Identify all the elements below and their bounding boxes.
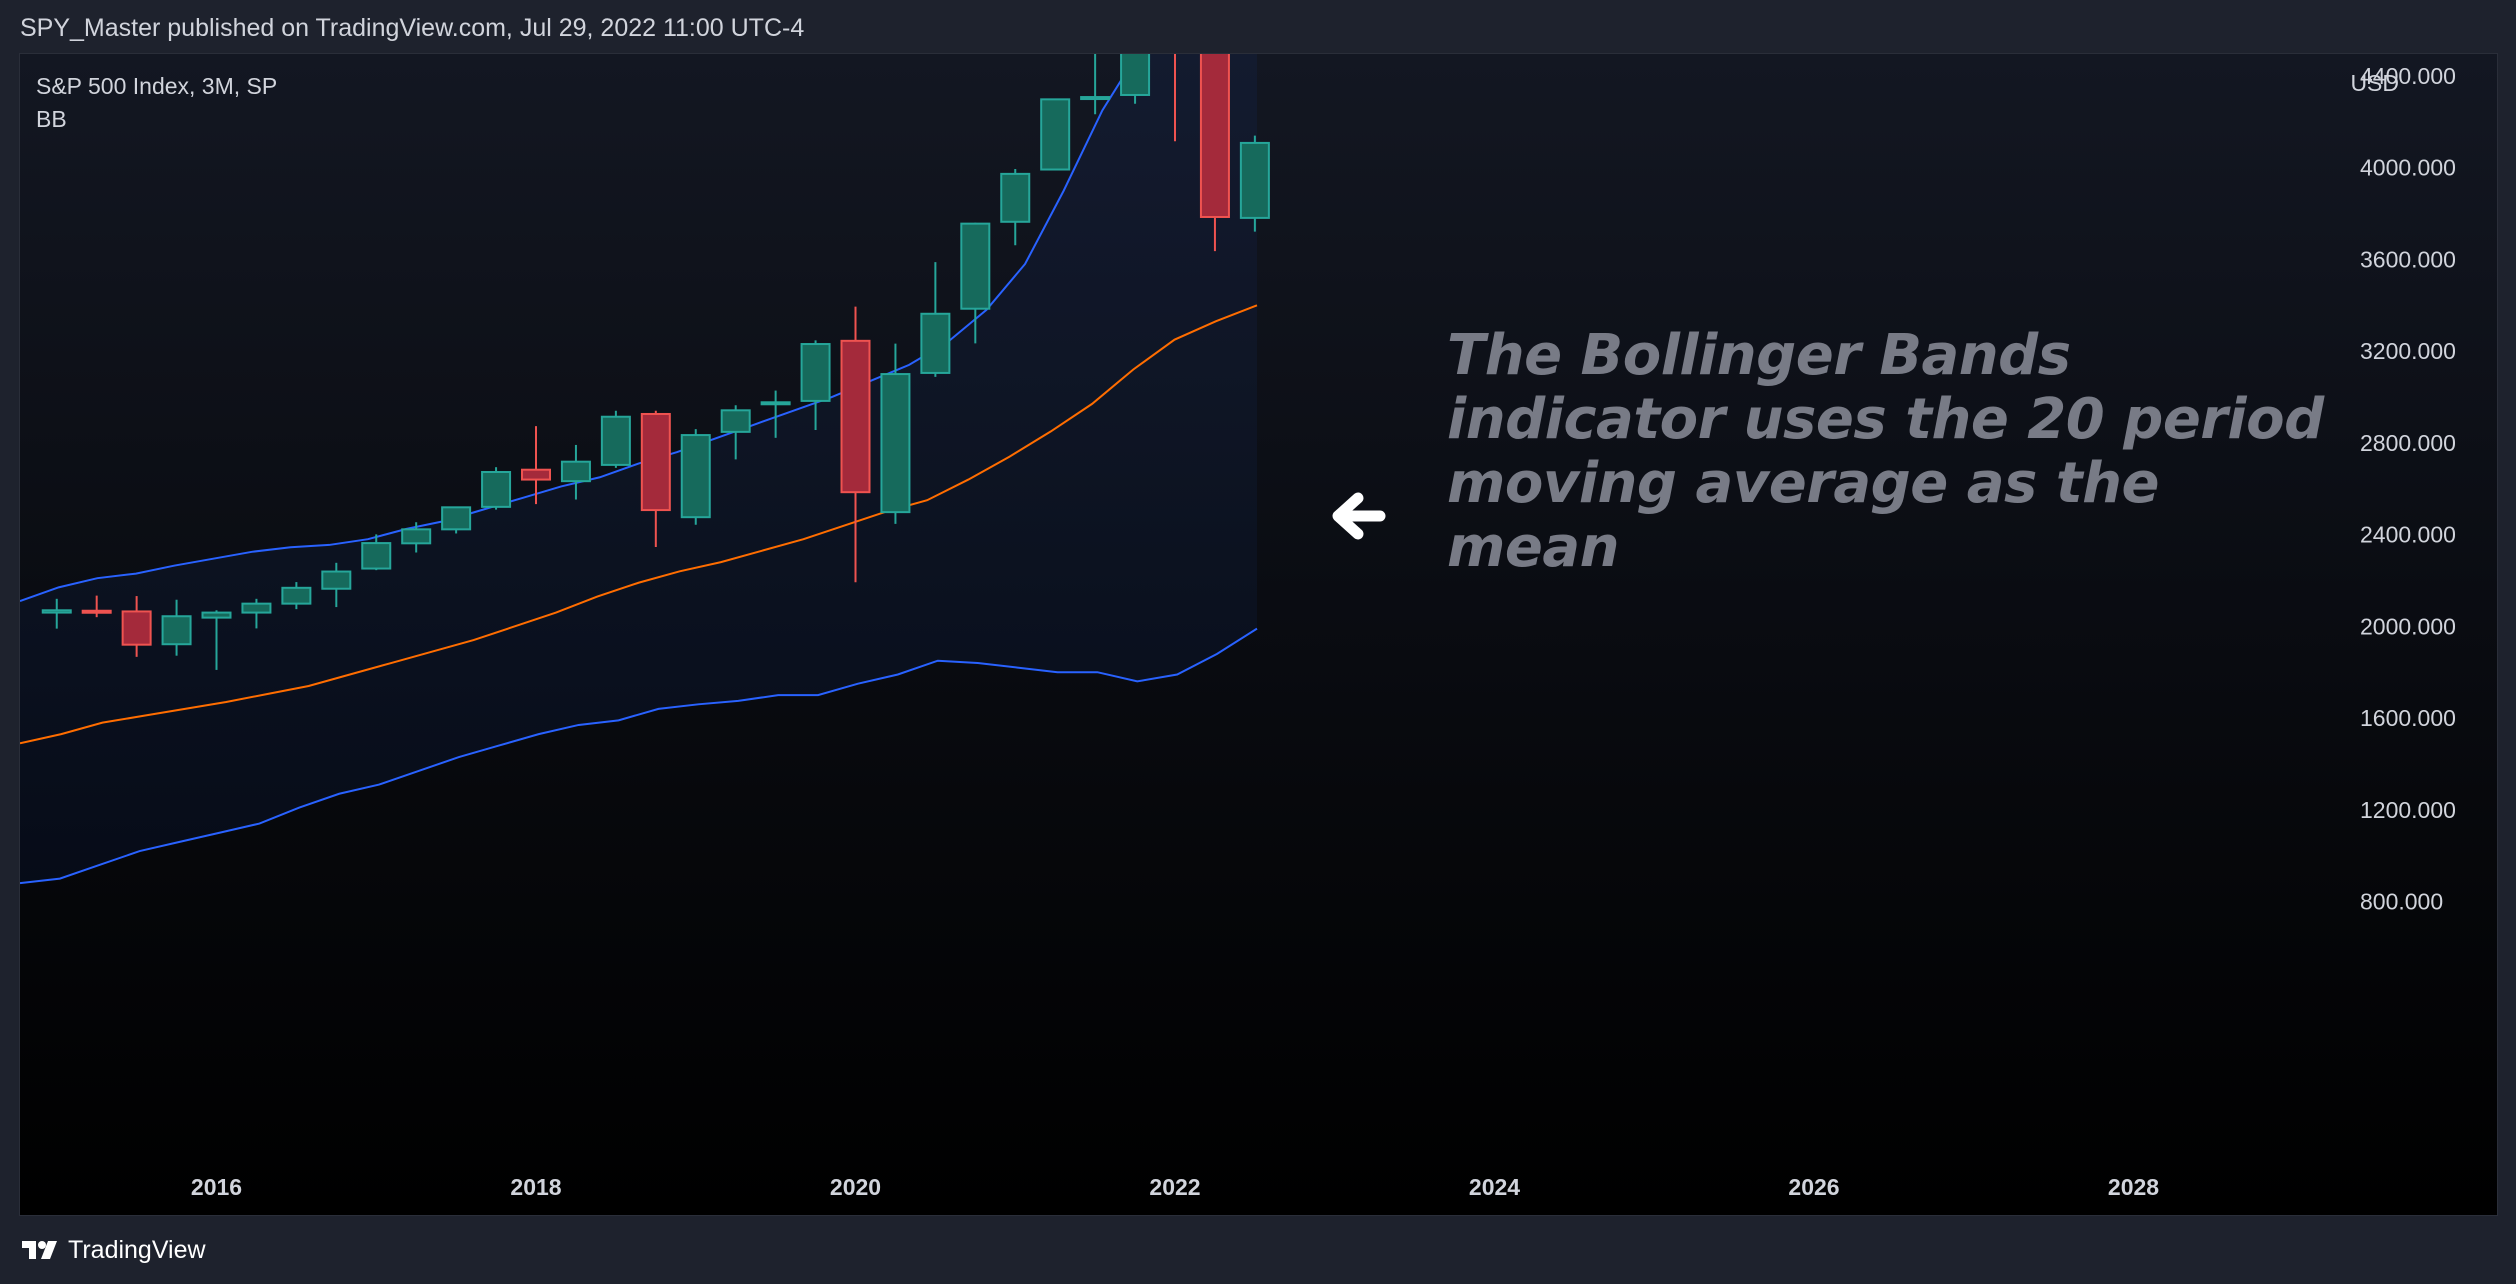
candle (161, 599, 192, 656)
candle (1120, 54, 1151, 104)
footer: TradingView (20, 1232, 206, 1268)
candle (81, 595, 112, 618)
bb-basis-line (20, 304, 1258, 745)
candle (1199, 54, 1230, 252)
chart-background (20, 54, 2497, 1215)
y-tick-label: 3200.000 (2360, 338, 2456, 364)
candle (521, 426, 551, 505)
x-tick-label: 2016 (191, 1174, 242, 1200)
tradingview-logo-icon (22, 1241, 57, 1259)
y-tick-label: 4400.000 (2360, 63, 2456, 89)
candle (640, 410, 671, 547)
candle (720, 405, 751, 460)
candle (1239, 135, 1270, 232)
candle (441, 506, 472, 534)
bollinger-bands (20, 54, 1258, 885)
chart-pane[interactable]: 800.000 1200.000 1600.000 2000.000 2400.000 2… (19, 53, 2498, 1216)
candle (560, 444, 591, 500)
candle (960, 222, 991, 344)
y-tick-label: 1600.000 (2360, 705, 2456, 731)
annotation-text: The Bollinger Bands indicator uses the 2… (1447, 323, 2324, 580)
candle (201, 610, 232, 670)
price-axis[interactable]: 800.000 1200.000 1600.000 2000.000 2400.000 2… (2360, 54, 2456, 915)
currency-label: USD (2350, 70, 2399, 96)
candle (600, 410, 631, 468)
candle (361, 534, 392, 571)
candles (41, 54, 1270, 670)
candle (41, 598, 72, 629)
y-tick-label: 2000.000 (2360, 613, 2456, 639)
x-tick-label: 2028 (2108, 1174, 2159, 1200)
candle (1040, 98, 1071, 171)
candle (1000, 169, 1031, 246)
x-tick-label: 2024 (1469, 1174, 1520, 1200)
time-axis[interactable]: 2016 2018 2020 2022 2024 2026 2028 (191, 1174, 2159, 1200)
candle (281, 582, 312, 610)
candle (760, 390, 791, 438)
candle (241, 598, 272, 629)
candle (840, 306, 871, 583)
candle (1174, 54, 1176, 142)
x-tick-label: 2026 (1788, 1174, 1839, 1200)
y-tick-label: 2800.000 (2360, 430, 2456, 456)
chart-legend: S&P 500 Index, 3M, SP BB (36, 70, 277, 136)
publication-header: SPY_Master published on TradingView.com,… (20, 14, 805, 42)
y-tick-label: 3600.000 (2360, 246, 2456, 272)
candle (401, 522, 432, 553)
candle (920, 262, 951, 377)
footer-brand[interactable]: TradingView (68, 1235, 206, 1264)
bb-upper-line (20, 54, 1139, 603)
candle (321, 562, 352, 608)
band-fill (20, 54, 1257, 884)
arrow-left-icon (1332, 492, 1386, 540)
candle (680, 429, 711, 525)
candle (800, 340, 831, 431)
x-tick-label: 2018 (510, 1174, 561, 1200)
bb-lower-line (20, 627, 1258, 885)
y-tick-label: 800.000 (2360, 889, 2443, 915)
x-tick-label: 2022 (1149, 1174, 1200, 1200)
candle (481, 467, 512, 510)
candle (880, 343, 911, 524)
candle (121, 596, 152, 657)
x-tick-label: 2020 (830, 1174, 881, 1200)
y-tick-label: 4000.000 (2360, 155, 2456, 181)
indicator-label[interactable]: BB (36, 106, 67, 132)
symbol-label[interactable]: S&P 500 Index, 3M, SP (36, 73, 278, 99)
y-tick-label: 2400.000 (2360, 522, 2456, 548)
candle (1080, 54, 1111, 115)
y-tick-label: 1200.000 (2360, 797, 2456, 823)
candlestick-chart[interactable]: 800.000 1200.000 1600.000 2000.000 2400.000 2… (20, 54, 2497, 1215)
